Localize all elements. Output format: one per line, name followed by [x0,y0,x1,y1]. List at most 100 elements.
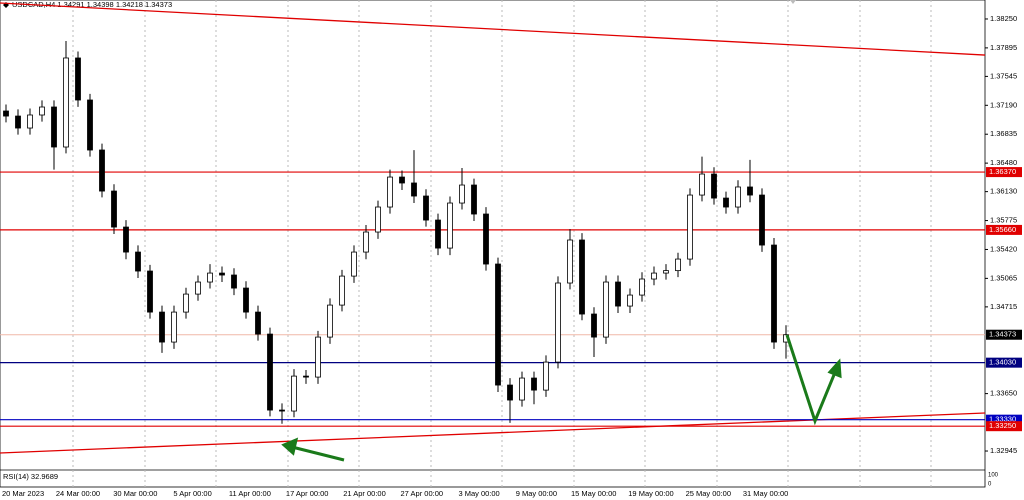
candle-body [735,186,741,208]
candle-body [279,409,285,412]
trendline [0,412,986,454]
rsi-axis-label: 0 [988,482,992,488]
x-tick-label: 19 May 00:00 [628,489,673,498]
candle-body [483,213,489,265]
rsi-label: RSI(14) 32.9689 [3,472,58,481]
price-level-label: 1.34030 [989,358,1016,367]
y-tick-label: 1.37895 [990,43,1017,52]
candle-body [531,377,537,391]
candle-body [399,176,405,184]
candle-body [375,206,381,233]
candle-body [207,272,213,283]
candle-body [411,182,417,197]
price-level-label: 1.35660 [989,225,1016,234]
candle-body [195,281,201,295]
x-tick-label: 27 Apr 00:00 [401,489,444,498]
candle-body [327,304,333,338]
x-tick-label: 31 May 00:00 [743,489,788,498]
candle-body [135,251,141,272]
candle-body [87,99,93,151]
candle-body [351,251,357,277]
x-tick-label: 17 Apr 00:00 [286,489,329,498]
candle-body [231,274,237,289]
x-tick-label: 25 May 00:00 [686,489,731,498]
candle-body [63,57,69,148]
x-tick-label: 11 Apr 00:00 [229,489,271,498]
y-tick-label: 1.36480 [990,158,1017,167]
x-tick-label: 24 Mar 00:00 [56,489,100,498]
price-level-label: 1.33330 [989,415,1016,424]
candle-body [159,311,165,343]
candle-body [507,384,513,401]
candle-body [663,270,669,274]
candle-body [111,190,117,228]
candle-body [447,202,453,249]
y-tick-label: 1.38250 [990,14,1017,23]
vertical-grid [72,0,932,487]
x-tick-label: 20 Mar 2023 [2,489,44,498]
candle-body [423,195,429,221]
candle-body [171,311,177,343]
green-arrows [281,334,842,462]
x-tick-label: 15 May 00:00 [571,489,616,498]
y-tick-label: 1.37545 [990,71,1017,80]
candle-body [747,186,753,196]
y-tick-label: 1.34715 [990,302,1017,311]
candle-body [519,377,525,401]
candle-body [711,173,717,199]
y-tick-label: 1.33650 [990,389,1017,398]
x-tick-label: 3 May 00:00 [458,489,499,498]
candle-body [267,333,273,411]
candle-body [771,244,777,343]
candle-body [27,114,33,129]
candle-body [39,106,45,116]
price-level-tag [986,414,1022,425]
candle-body [555,282,561,363]
y-tick-label: 1.35775 [990,216,1017,225]
candle-body [579,239,585,315]
candle-body [723,197,729,208]
price-level-tag [986,357,1022,368]
rsi-axis-label: 100 [988,473,999,479]
candle-body [339,275,345,306]
candle-body [471,184,477,215]
candle-body [219,272,225,276]
candle-body [435,219,441,249]
candle-body [387,176,393,208]
chart-title: USDCAD,H4 1.34291 1.34398 1.34218 1.3437… [12,0,172,9]
y-tick-label: 1.36835 [990,129,1017,138]
candle-body [675,258,681,272]
candle-body [495,263,501,386]
candle-body [303,375,309,378]
price-level-label: 1.36370 [989,167,1016,176]
shift-marker [790,0,796,4]
y-tick-label: 1.35065 [990,273,1017,282]
candle-body [639,278,645,296]
price-level-label: 1.33250 [989,421,1016,430]
candle-body [315,336,321,378]
candle-body [99,149,105,192]
candle-body [147,270,153,313]
price-level-tag [986,329,1022,340]
candle-body [255,311,261,335]
candle-body [15,115,21,129]
price-level-tag [986,224,1022,235]
candle-body [123,226,129,253]
candle-body [51,106,57,148]
candle-body [363,231,369,253]
y-tick-label: 1.37190 [990,100,1017,109]
price-level-tag [986,167,1022,178]
candle-body [459,184,465,204]
candle-body [615,281,621,307]
price-level-label: 1.34373 [989,330,1016,339]
candle-body [651,272,657,280]
candle-body [543,361,549,391]
y-tick-label: 1.35420 [990,244,1017,253]
x-tick-label: 5 Apr 00:00 [173,489,211,498]
candle-body [291,375,297,412]
candle-body [699,173,705,196]
candle-body [591,313,597,338]
x-tick-label: 21 Apr 00:00 [343,489,386,498]
x-tick-label: 9 May 00:00 [516,489,557,498]
